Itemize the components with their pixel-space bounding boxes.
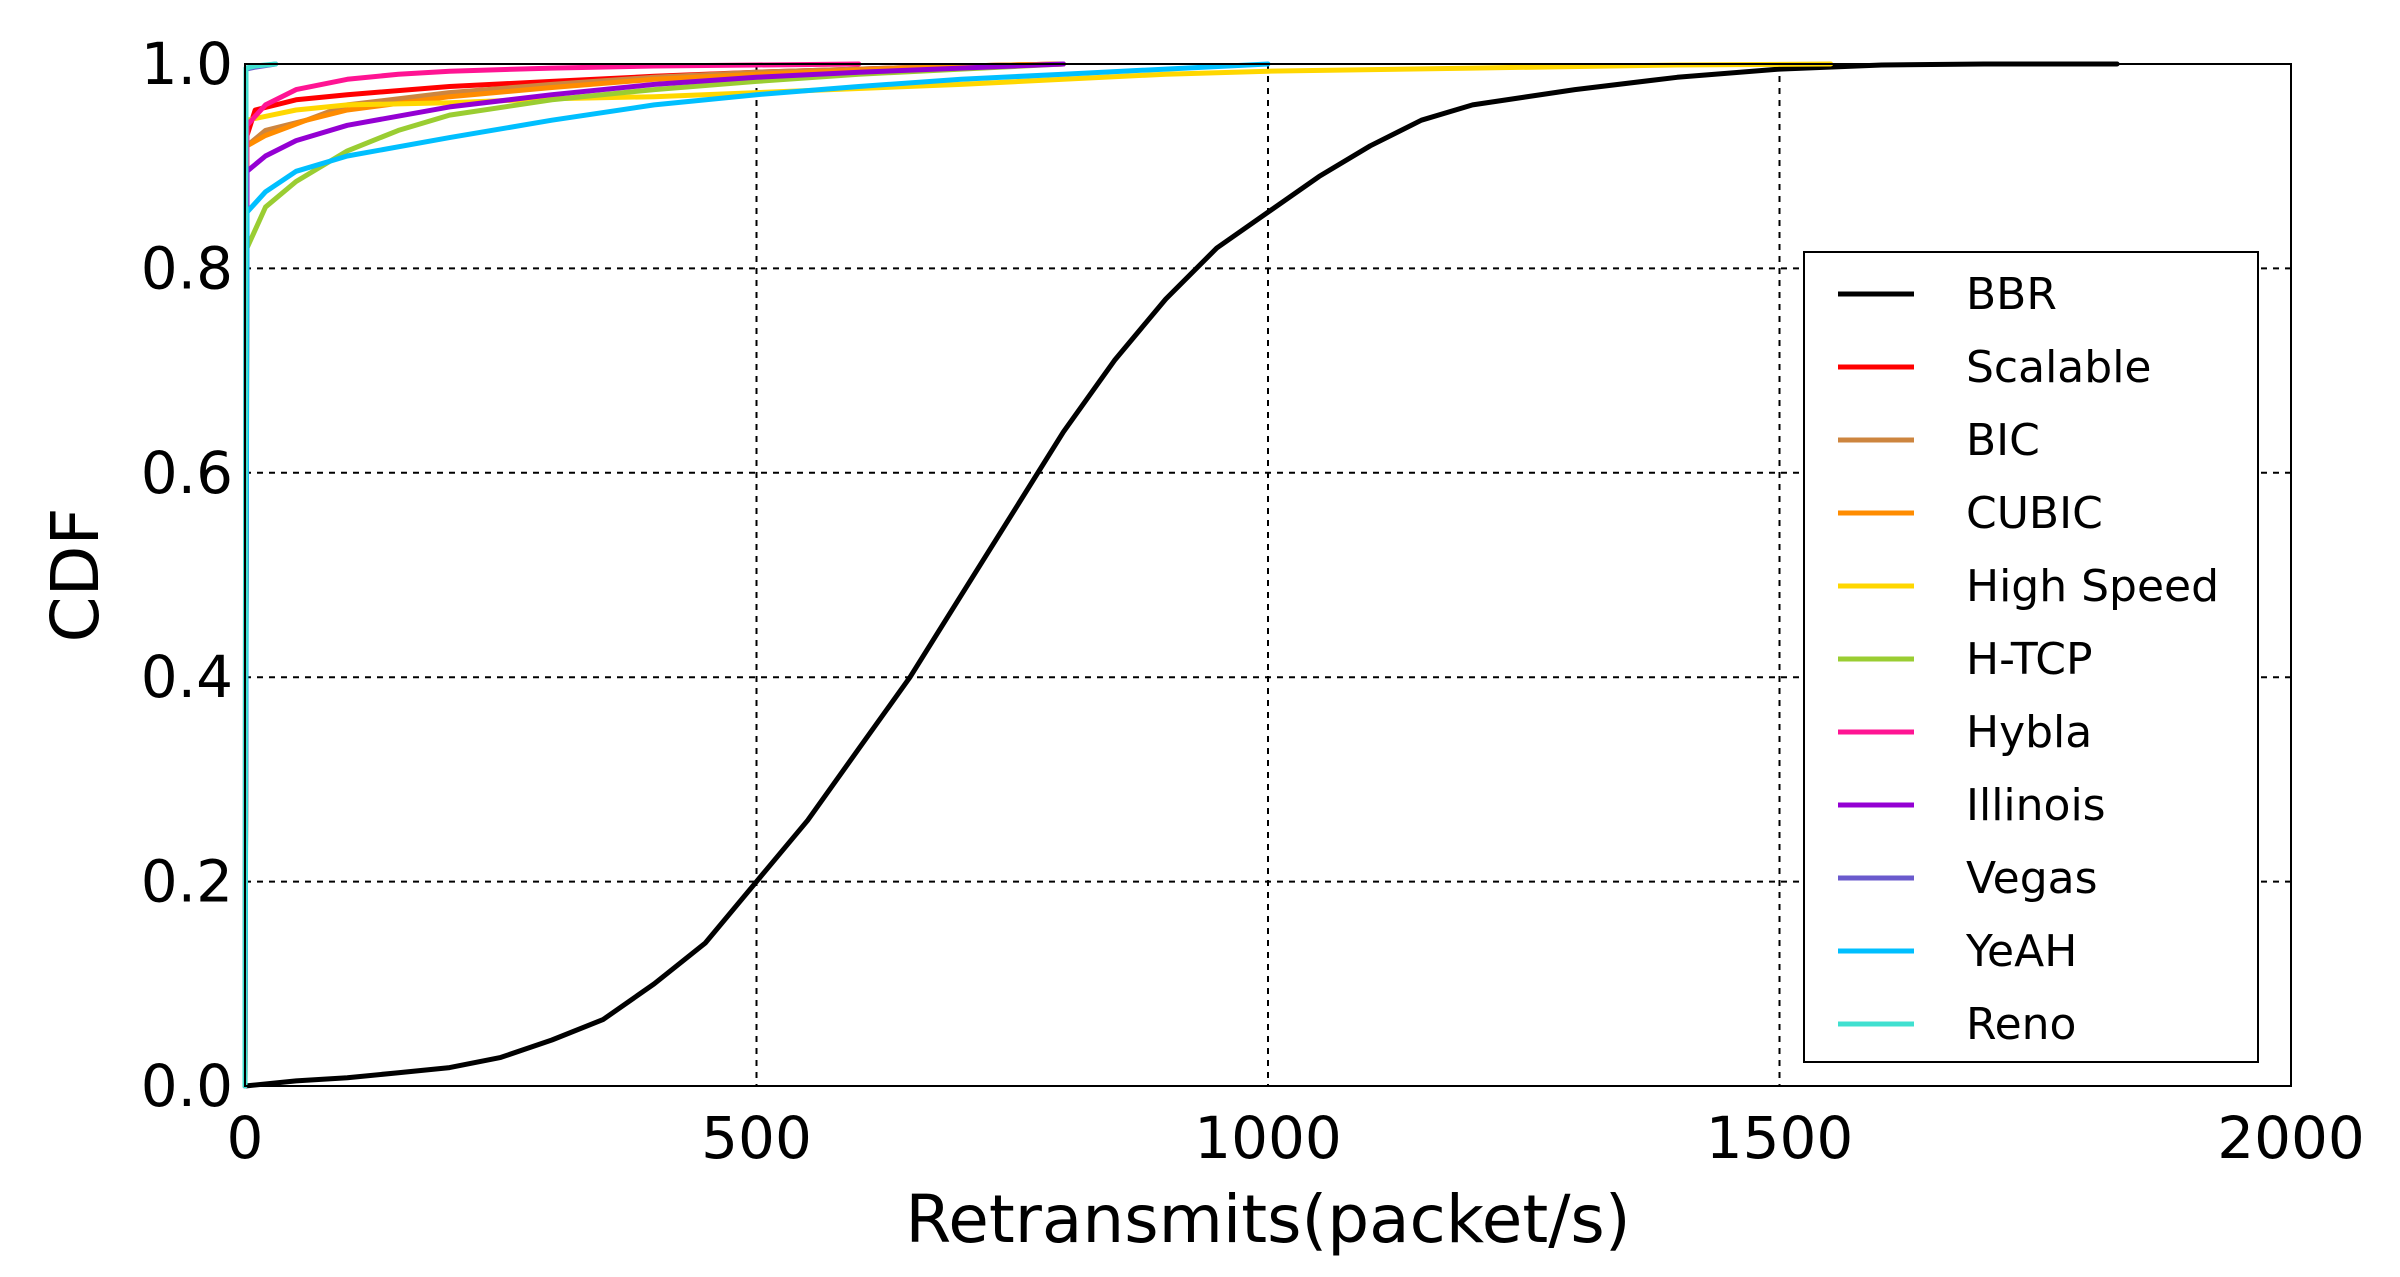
- series-line-scalable: [242, 61, 1066, 1089]
- series-line-high-speed: [242, 61, 1834, 1089]
- legend-label-bic: BIC: [1966, 415, 2040, 466]
- series-line-illinois: [242, 61, 1066, 1089]
- legend-label-vegas: Vegas: [1966, 853, 2098, 904]
- y-tick-label: 0.4: [141, 643, 233, 711]
- x-tick-label: 2000: [2217, 1104, 2365, 1172]
- legend-label-h-tcp: H-TCP: [1966, 634, 2092, 685]
- x-tick-label: 0: [227, 1104, 264, 1172]
- y-tick-label: 0.6: [141, 439, 233, 507]
- series-line-hybla: [242, 61, 862, 1089]
- x-axis-label: Retransmits(packet/s): [905, 1181, 1630, 1258]
- plot-area: [242, 61, 2120, 1089]
- legend-label-scalable: Scalable: [1966, 342, 2152, 393]
- plot-frame: [244, 63, 2292, 1087]
- y-axis-ticks: 0.0 0.2 0.4 0.6 0.8 1.0: [141, 30, 233, 1120]
- y-tick-label: 0.2: [141, 848, 233, 916]
- series-line-cubic: [242, 61, 1066, 1089]
- legend: BBR Scalable BIC CUBIC High Speed H-TCP Hybla I…: [1803, 251, 2259, 1063]
- series-line-h-tcp: [242, 61, 1066, 1089]
- legend-label-reno: Reno: [1966, 999, 2076, 1050]
- x-axis-ticks: 0 500 1000 1500 2000: [227, 1104, 2365, 1172]
- legend-label-illinois: Illinois: [1966, 780, 2106, 831]
- y-axis-label: CDF: [37, 508, 114, 643]
- x-tick-label: 1500: [1706, 1104, 1854, 1172]
- x-tick-label: 500: [701, 1104, 812, 1172]
- y-tick-label: 0.0: [141, 1052, 233, 1120]
- y-tick-label: 1.0: [141, 30, 233, 98]
- y-tick-label: 0.8: [141, 234, 233, 302]
- legend-label-high-speed: High Speed: [1966, 561, 2219, 612]
- legend-label-cubic: CUBIC: [1966, 488, 2103, 539]
- series-line-yeah: [242, 61, 1271, 1089]
- legend-label-bbr: BBR: [1966, 269, 2057, 320]
- legend-label-yeah: YeAH: [1965, 926, 2077, 977]
- legend-label-hybla: Hybla: [1966, 707, 2092, 758]
- series-line-bbr: [242, 61, 2120, 1089]
- x-tick-label: 1000: [1194, 1104, 1342, 1172]
- series-line-bic: [242, 61, 1066, 1089]
